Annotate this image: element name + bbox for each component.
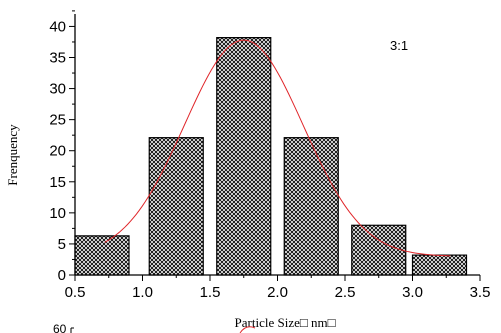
next-chart-axis-fragment	[70, 327, 74, 333]
y-tick-label: 15	[49, 174, 66, 191]
y-tick-label: 20	[49, 143, 66, 160]
y-tick-label: 10	[49, 205, 66, 222]
y-tick-label: 0	[58, 267, 66, 284]
y-tick-label: 25	[49, 112, 66, 129]
x-tick-label: 3.0	[402, 284, 423, 301]
next-chart-curve-fragment	[239, 326, 256, 333]
x-tick-label: 1.0	[132, 284, 153, 301]
x-tick-label: 3.5	[470, 284, 491, 301]
histogram-bar-4	[283, 137, 339, 276]
histogram-bar-2	[148, 137, 204, 276]
next-chart-tick-label: 60	[53, 322, 67, 333]
histogram-bars	[74, 37, 468, 276]
histogram-bar-6	[411, 254, 468, 276]
y-tick-label: 35	[49, 50, 66, 67]
x-axis-title: Particle Size□ nm□	[235, 315, 336, 330]
x-tick-label: 1.5	[200, 284, 221, 301]
histogram-bar-3	[216, 37, 272, 276]
x-tick-label: 2.5	[335, 284, 356, 301]
y-tick-label: 40	[49, 18, 66, 35]
axes: 0.5 1.0 1.5 2.0 2.5 3.0 3.5 0 5 10 15 20 25 30 35 40	[49, 10, 491, 301]
y-tick-label: 5	[58, 236, 66, 253]
gaussian-fit-curve	[104, 39, 451, 257]
histogram-bar-1	[74, 235, 130, 276]
y-tick-label: 30	[49, 81, 66, 98]
histogram-bar-5	[351, 224, 407, 276]
y-axis-title: Frenquency	[5, 124, 20, 186]
ratio-annotation: 3:1	[390, 38, 408, 53]
x-tick-label: 2.0	[267, 284, 288, 301]
x-tick-label: 0.5	[65, 284, 86, 301]
